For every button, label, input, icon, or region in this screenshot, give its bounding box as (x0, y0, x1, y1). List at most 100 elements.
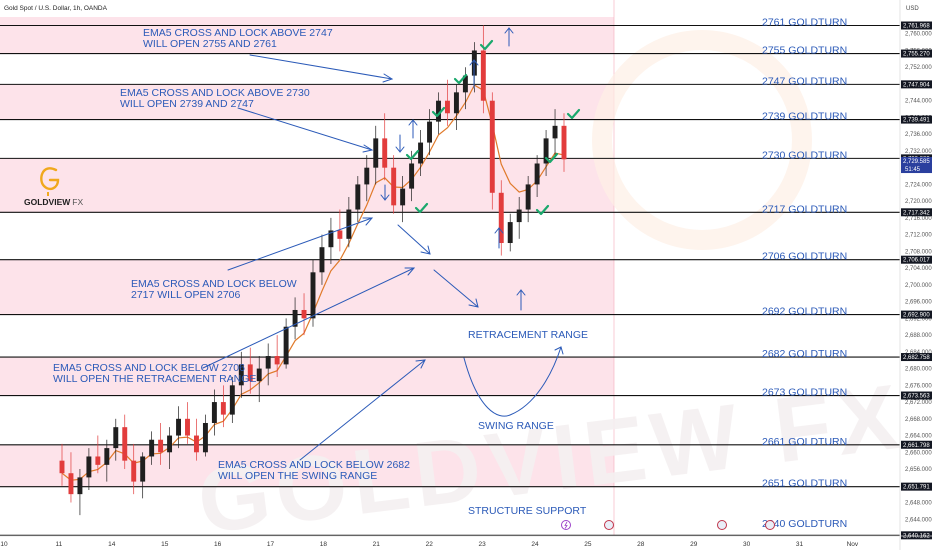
y-tick-label: 2,760.000 (905, 32, 932, 38)
candle-body (59, 460, 65, 474)
candle-body (265, 356, 271, 369)
arrowhead-icon (504, 27, 514, 34)
arrowhead-icon (395, 146, 405, 153)
candle-body (140, 456, 146, 482)
candle-body (489, 100, 495, 193)
annotation-3: EMA5 CROSS AND LOCK BELOW 2717 WILL OPEN… (131, 278, 300, 301)
lightning-event-icon[interactable] (561, 520, 571, 530)
candle-body (337, 230, 343, 239)
candle-body (256, 368, 262, 382)
candle-body (158, 439, 164, 453)
candle-body (444, 100, 450, 114)
check-icon (405, 149, 420, 161)
arrow-line (433, 269, 479, 308)
candle-body (382, 138, 388, 168)
time-axis: 10 11 14 15 16 17 18 21 22 23 24 25 28 29 30 31 Nov (0, 541, 859, 548)
future-area (614, 0, 900, 536)
candle-body (319, 247, 325, 273)
candle-body (86, 456, 92, 478)
x-tick-label: 15 (161, 541, 169, 548)
arrowhead-icon (554, 346, 564, 355)
goldturn-label: 2761 GOLDTURN (762, 17, 847, 29)
candle-body (176, 418, 182, 436)
candle-body (274, 356, 280, 365)
y-tick-label: 2,752.000 (905, 65, 932, 71)
candle-body (552, 125, 558, 139)
goldturn-labels: 2761 GOLDTURN 2755 GOLDTURN 2747 GOLDTURN 2… (762, 17, 847, 530)
x-tick-label: 29 (690, 541, 698, 548)
event-icons (561, 520, 775, 530)
watermark-circle (592, 30, 812, 250)
candle-body (507, 222, 513, 244)
y-tick-label: 2,712.000 (905, 233, 932, 239)
current-price-text: 2,729.585 (903, 159, 930, 165)
symbol-title: Gold Spot / U.S. Dollar, 1h, OANDA (4, 5, 108, 12)
candle-body (498, 192, 504, 244)
candle-body (436, 100, 441, 122)
candle-body (561, 125, 567, 160)
candle-body (193, 435, 199, 453)
price-badge-text: 2,651.791 (903, 485, 930, 491)
us-flag-event-icon[interactable] (717, 520, 727, 530)
candle-body (167, 435, 173, 453)
goldturn-label: 2661 GOLDTURN (762, 436, 847, 448)
annotation-5: EMA5 CROSS AND LOCK BELOW 2682 WILL OPEN… (218, 459, 413, 482)
candle-body (418, 142, 424, 164)
goldturn-label: 2739 GOLDTURN (762, 111, 847, 123)
goldturn-label: 2692 GOLDTURN (762, 306, 847, 318)
candle-body (346, 209, 352, 239)
x-tick-label: 16 (214, 541, 222, 548)
annotation-4: EMA5 CROSS AND LOCK BELOW 2706 WILL OPEN… (53, 362, 256, 385)
check-icon (453, 73, 468, 85)
currency-label: USD (906, 6, 919, 12)
price-badge-text: 2,682.758 (903, 355, 930, 361)
y-tick-label: 2,732.000 (905, 149, 932, 155)
y-tick-label: 2,716.000 (905, 216, 932, 222)
candle-body (301, 309, 307, 319)
y-tick-label: 2,676.000 (905, 383, 932, 389)
y-tick-label: 2,696.000 (905, 300, 932, 306)
arrowhead-icon (382, 73, 394, 83)
price-badge (901, 391, 932, 400)
x-tick-label: 21 (373, 541, 381, 548)
x-tick-label: Nov (847, 541, 859, 548)
arrowhead-icon (516, 289, 526, 296)
us-flag-event-icon[interactable] (604, 520, 614, 530)
price-badge-text: 2,755.270 (903, 52, 930, 58)
price-badge (901, 440, 932, 449)
candle-body (409, 163, 415, 189)
candle-body (543, 138, 549, 164)
candle-body (185, 418, 190, 436)
x-tick-label: 14 (108, 541, 116, 548)
x-tick-label: 31 (796, 541, 804, 548)
y-tick-label: 2,648.000 (905, 501, 932, 507)
candle-body (283, 326, 289, 365)
y-tick-label: 2,700.000 (905, 283, 932, 289)
candle-body (104, 448, 110, 465)
x-tick-label: 28 (637, 541, 645, 548)
us-flag-event-icon[interactable] (765, 520, 775, 530)
arrowhead-icon (362, 217, 374, 226)
y-tick-label: 2,736.000 (905, 132, 932, 138)
price-axis: 2,760.0002,756.0002,752.0002,748.0002,74… (905, 32, 932, 524)
candle-body (462, 75, 468, 93)
candle-body (238, 364, 244, 386)
candle-body (220, 402, 226, 415)
check-icon (535, 204, 550, 216)
price-badge (901, 482, 932, 491)
candle-body (149, 439, 155, 457)
arrow-line (202, 267, 415, 369)
arrow-line (237, 107, 373, 151)
y-tick-label: 2,708.000 (905, 249, 932, 255)
goldturn-label: 2730 GOLDTURN (762, 149, 847, 161)
price-badge (901, 255, 932, 264)
check-icon (431, 106, 446, 118)
arrow-line (227, 217, 373, 271)
y-tick-label: 2,660.000 (905, 450, 932, 456)
price-badge (901, 21, 932, 30)
arrow-line (299, 359, 426, 461)
price-badge-text: 2,717.342 (903, 210, 930, 216)
candle-body (364, 167, 370, 185)
price-badge (901, 115, 932, 124)
annotation-2: EMA5 CROSS AND LOCK ABOVE 2730 WILL OPEN… (120, 87, 313, 110)
